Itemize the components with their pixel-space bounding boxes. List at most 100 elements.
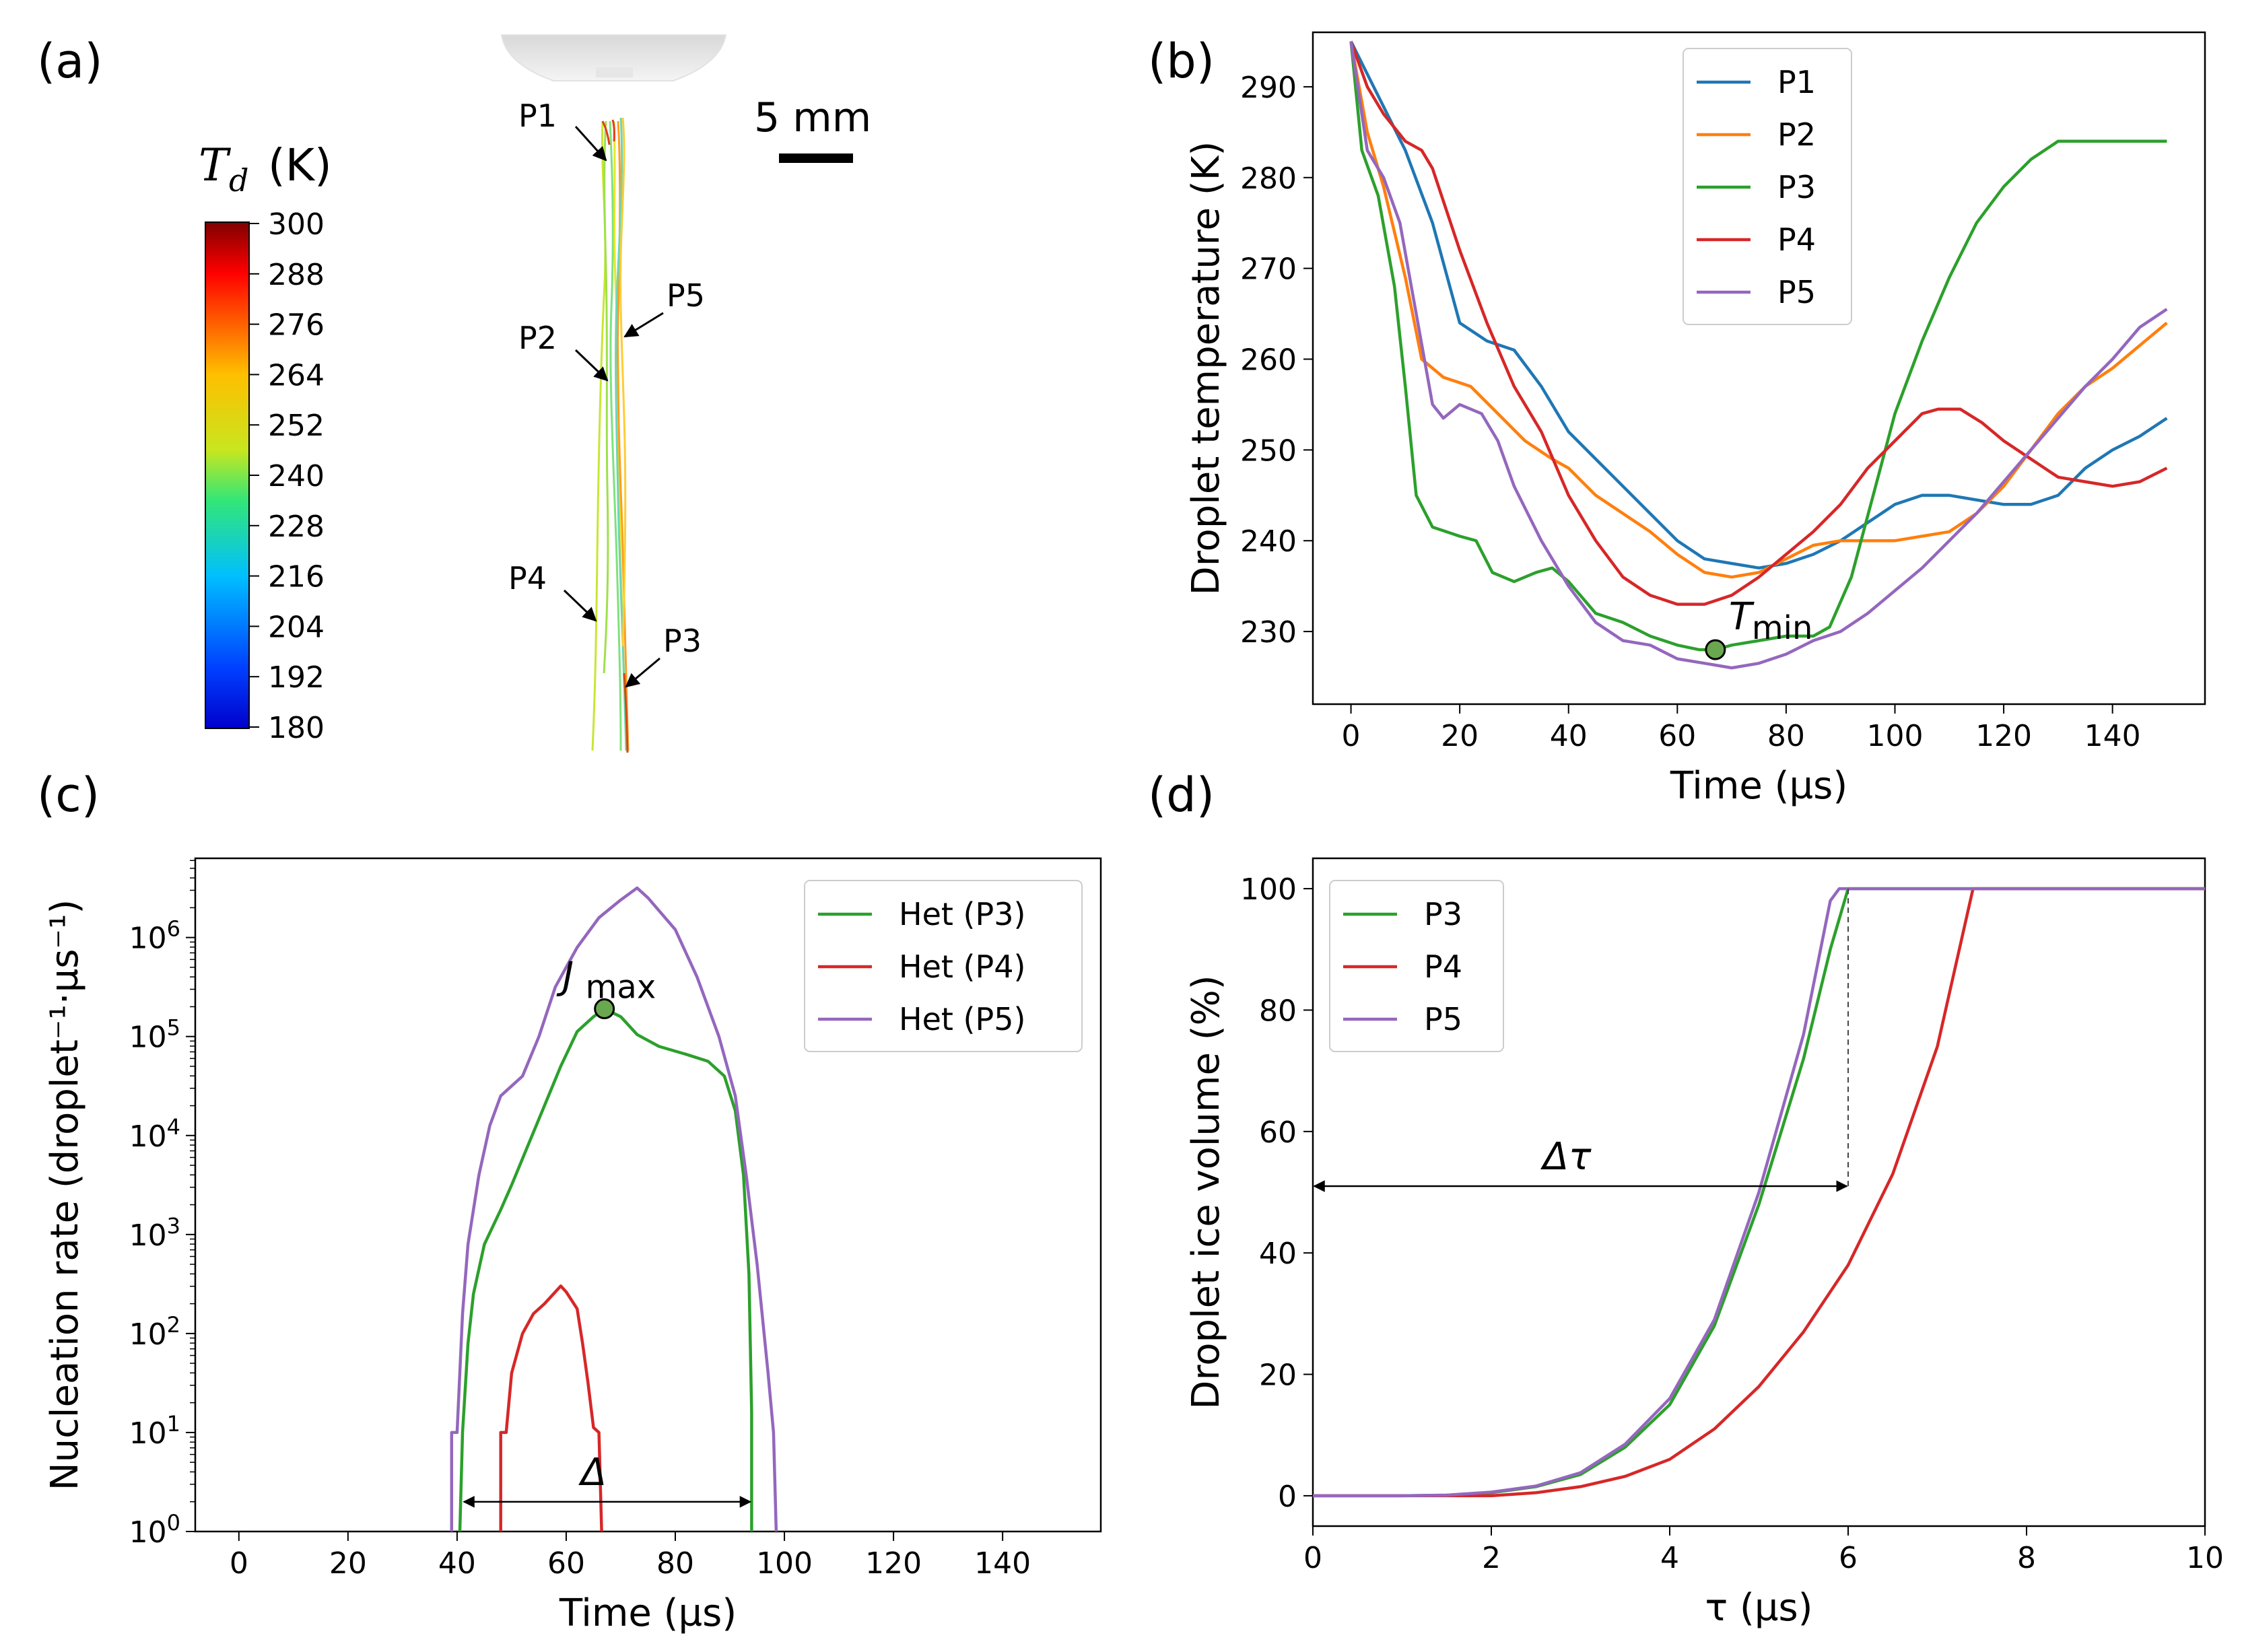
x-tick-label: 2 — [1482, 1541, 1501, 1575]
series-group-b — [1349, 40, 2168, 670]
droplet-trajectories — [591, 117, 630, 753]
probe-label-p1: P1 — [518, 98, 557, 134]
panel-b: (b) 0 20 40 60 80 100 120 140 230 240 250 260 270 280… — [1148, 31, 2206, 808]
legend-box — [804, 880, 1083, 1052]
legend-label: Het (P3) — [899, 896, 1025, 932]
y-tick-label: 20 — [1259, 1358, 1297, 1393]
x-tick-label: 60 — [547, 1546, 585, 1581]
y-tick-label: 104 — [129, 1114, 180, 1154]
annotation-marker — [594, 998, 615, 1020]
plot-frame-b — [1312, 31, 2206, 705]
nozzle-orifice — [596, 67, 633, 77]
x-tick-label: 20 — [1441, 719, 1479, 753]
y-tick-label: 103 — [129, 1213, 180, 1253]
y-tick-label: 260 — [1240, 343, 1297, 378]
legend-label: P5 — [1777, 274, 1816, 310]
legend-label: P3 — [1424, 896, 1462, 932]
x-tick-label: 40 — [438, 1546, 476, 1581]
series-line-p5 — [1349, 41, 2168, 670]
series-line-p3 — [1349, 41, 2167, 652]
x-axis-label: τ (µs) — [1705, 1586, 1812, 1630]
x-tick-label: 120 — [1975, 719, 2032, 753]
colorbar-tick-label: 204 — [268, 610, 325, 644]
x-tick-label: 140 — [974, 1546, 1031, 1581]
y-tick-label: 105 — [129, 1015, 180, 1055]
x-tick-label: 0 — [1303, 1541, 1322, 1575]
plot-frame-c — [194, 857, 1102, 1533]
series-line-het-p5 — [450, 886, 778, 1531]
nozzle — [500, 34, 727, 81]
colorbar-tick-label: 192 — [268, 660, 325, 695]
x-tick-label: 100 — [756, 1546, 813, 1581]
annotation-subscript: min — [1752, 609, 1813, 647]
x-tick-label: 80 — [656, 1546, 694, 1581]
legend-label: Het (P5) — [899, 1001, 1025, 1037]
colorbar-tick-label: 300 — [268, 207, 325, 242]
y-tick-label: 102 — [129, 1312, 180, 1352]
x-tick-label: 4 — [1660, 1541, 1679, 1575]
scale-bar-label: 5 mm — [754, 94, 871, 141]
y-axis-label: Droplet ice volume (%) — [1184, 975, 1228, 1409]
colorbar-tick-label: 180 — [268, 711, 325, 745]
y-axis-label: Nucleation rate (droplet⁻¹·µs⁻¹) — [43, 899, 87, 1491]
panel-a: (a) T d (K) 300 288 276 264 252 240 228 216 204 1… — [37, 34, 871, 753]
probe-label-p3: P3 — [663, 623, 702, 659]
x-tick-label: 0 — [1342, 719, 1361, 753]
x-axis-label: Time (µs) — [1670, 764, 1847, 808]
legend-label: P1 — [1777, 64, 1816, 100]
legend-label: P3 — [1777, 169, 1816, 205]
y-tick-label: 80 — [1259, 994, 1297, 1028]
y-tick-label: 0 — [1278, 1480, 1297, 1514]
colorbar-tick-label: 252 — [268, 409, 325, 443]
series-line-p4 — [1349, 40, 2168, 606]
series-group-d — [1313, 887, 2205, 1498]
legend-label: P4 — [1777, 221, 1816, 258]
y-tick-label: 106 — [129, 916, 180, 956]
annotation-subscript: max — [586, 969, 656, 1006]
panel-label-c: (c) — [37, 767, 100, 823]
legend-box — [1683, 48, 1852, 325]
colorbar-tick-label: 216 — [268, 560, 325, 594]
series-line-p4 — [1313, 887, 2205, 1498]
legend-label: P2 — [1777, 116, 1816, 153]
x-tick-label: 140 — [2084, 719, 2141, 753]
x-tick-label: 120 — [865, 1546, 922, 1581]
y-tick-label: 240 — [1240, 524, 1297, 559]
legend-d: P3 P4 P5 — [1329, 880, 1504, 1052]
annotation-symbol: T — [1729, 595, 1755, 639]
panel-label-d: (d) — [1148, 767, 1215, 823]
plot-frame-d — [1312, 857, 2206, 1527]
x-tick-label: 10 — [2186, 1541, 2224, 1575]
probe-label-p5: P5 — [667, 277, 705, 314]
colorbar-tick-label: 288 — [268, 258, 325, 292]
chart-b: 0 20 40 60 80 100 120 140 230 240 250 260 270 280 290 T… — [1184, 31, 2206, 808]
interval-label: Δ — [578, 1451, 607, 1494]
probe-arrow-p3 — [625, 657, 660, 688]
probe-arrow-p1 — [574, 125, 607, 162]
x-tick-label: 40 — [1550, 719, 1588, 753]
y-tick-label: 290 — [1240, 71, 1297, 105]
y-tick-label: 230 — [1240, 615, 1297, 650]
colorbar-tick-label: 276 — [268, 308, 325, 343]
chart-c: 0 20 40 60 80 100 120 140 100 101 102 103 104 105 106 T… — [43, 857, 1102, 1635]
x-tick-label: 0 — [230, 1546, 248, 1581]
probe-label-p4: P4 — [508, 560, 547, 596]
x-tick-label: 6 — [1839, 1541, 1858, 1575]
annotation-marker — [1705, 639, 1726, 660]
y-tick-label: 101 — [129, 1411, 180, 1451]
x-tick-label: 20 — [329, 1546, 367, 1581]
series-line-p5 — [1313, 887, 2205, 1498]
colorbar-title: T d (K) — [199, 139, 332, 199]
probe-arrow-p4 — [563, 589, 597, 622]
colorbar-ticks: 300 288 276 264 252 240 228 216 204 192 180 — [249, 207, 325, 745]
probe-label-p2: P2 — [518, 320, 557, 356]
panel-c: (c) 0 20 40 60 80 100 120 140 100 101 102 103 104 105… — [37, 767, 1102, 1635]
series-line-p1 — [1349, 40, 2168, 570]
x-tick-label: 80 — [1767, 719, 1805, 753]
y-tick-label: 40 — [1259, 1237, 1297, 1271]
colorbar-tick-label: 228 — [268, 510, 325, 544]
colorbar-tick-label: 264 — [268, 358, 325, 392]
y-tick-label: 280 — [1240, 162, 1297, 196]
